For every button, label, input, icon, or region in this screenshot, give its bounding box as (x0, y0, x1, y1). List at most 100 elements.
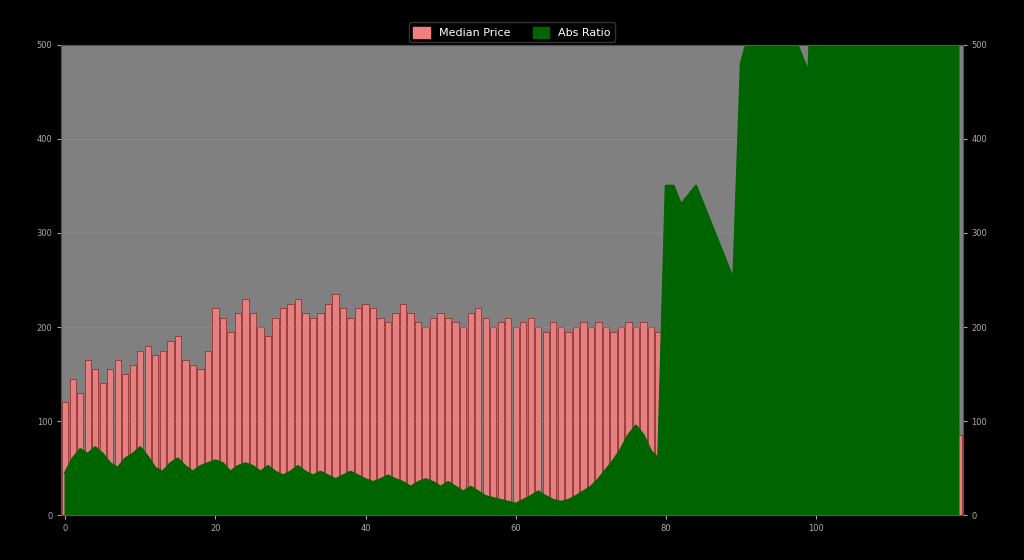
Bar (62, 402, 69, 515)
Bar (355, 308, 361, 515)
Bar (527, 318, 534, 515)
Bar (813, 440, 819, 515)
Bar (70, 379, 76, 515)
Bar (648, 327, 654, 515)
Bar (610, 332, 616, 515)
Bar (693, 440, 699, 515)
Bar (791, 445, 797, 515)
Bar (806, 435, 812, 515)
Bar (115, 360, 121, 515)
Bar (378, 318, 384, 515)
Bar (595, 323, 601, 515)
Bar (828, 440, 835, 515)
Bar (626, 323, 632, 515)
Bar (865, 435, 871, 515)
Bar (633, 327, 639, 515)
Bar (122, 374, 128, 515)
Bar (933, 440, 939, 515)
Bar (738, 440, 744, 515)
Bar (408, 313, 414, 515)
Bar (362, 304, 369, 515)
Bar (919, 440, 925, 515)
Bar (505, 318, 511, 515)
Bar (926, 435, 932, 515)
Bar (536, 327, 542, 515)
Bar (881, 445, 887, 515)
Bar (227, 332, 233, 515)
Bar (708, 440, 714, 515)
Bar (565, 332, 571, 515)
Bar (663, 440, 669, 515)
Bar (212, 308, 218, 515)
Bar (520, 323, 526, 515)
Bar (955, 435, 962, 515)
Bar (243, 299, 249, 515)
Bar (730, 445, 736, 515)
Bar (108, 370, 114, 515)
Bar (640, 323, 646, 515)
Bar (175, 337, 181, 515)
Bar (137, 351, 143, 515)
Bar (99, 384, 105, 515)
Bar (445, 318, 452, 515)
Bar (333, 294, 339, 515)
Bar (490, 327, 497, 515)
Bar (317, 313, 324, 515)
Bar (685, 445, 691, 515)
Bar (671, 435, 677, 515)
Bar (325, 304, 331, 515)
Legend: Median Price, Abs Ratio: Median Price, Abs Ratio (409, 22, 615, 43)
Bar (77, 393, 83, 515)
Bar (453, 323, 459, 515)
Bar (558, 327, 564, 515)
Bar (160, 351, 166, 515)
Bar (753, 440, 759, 515)
Bar (700, 435, 707, 515)
Bar (385, 323, 391, 515)
Bar (257, 327, 263, 515)
Bar (265, 337, 271, 515)
Bar (843, 440, 849, 515)
Bar (888, 440, 894, 515)
Bar (288, 304, 294, 515)
Bar (340, 308, 346, 515)
Bar (415, 323, 421, 515)
Bar (513, 327, 519, 515)
Bar (295, 299, 301, 515)
Bar (723, 440, 729, 515)
Bar (655, 332, 662, 515)
Bar (820, 445, 826, 515)
Bar (798, 440, 804, 515)
Bar (198, 370, 204, 515)
Bar (153, 355, 159, 515)
Bar (205, 351, 211, 515)
Bar (280, 308, 286, 515)
Bar (572, 327, 579, 515)
Bar (588, 327, 594, 515)
Bar (858, 440, 864, 515)
Bar (581, 323, 587, 515)
Bar (92, 370, 98, 515)
Bar (498, 323, 504, 515)
Bar (234, 313, 241, 515)
Bar (941, 445, 947, 515)
Bar (768, 440, 774, 515)
Bar (400, 304, 407, 515)
Bar (189, 365, 196, 515)
Bar (851, 445, 857, 515)
Bar (423, 327, 429, 515)
Bar (370, 308, 376, 515)
Bar (550, 323, 556, 515)
Bar (302, 313, 308, 515)
Bar (310, 318, 316, 515)
Bar (910, 445, 916, 515)
Bar (437, 313, 443, 515)
Bar (617, 327, 624, 515)
Bar (130, 365, 136, 515)
Bar (783, 440, 790, 515)
Bar (167, 341, 173, 515)
Bar (948, 440, 954, 515)
Bar (475, 308, 481, 515)
Bar (873, 440, 880, 515)
Bar (460, 327, 466, 515)
